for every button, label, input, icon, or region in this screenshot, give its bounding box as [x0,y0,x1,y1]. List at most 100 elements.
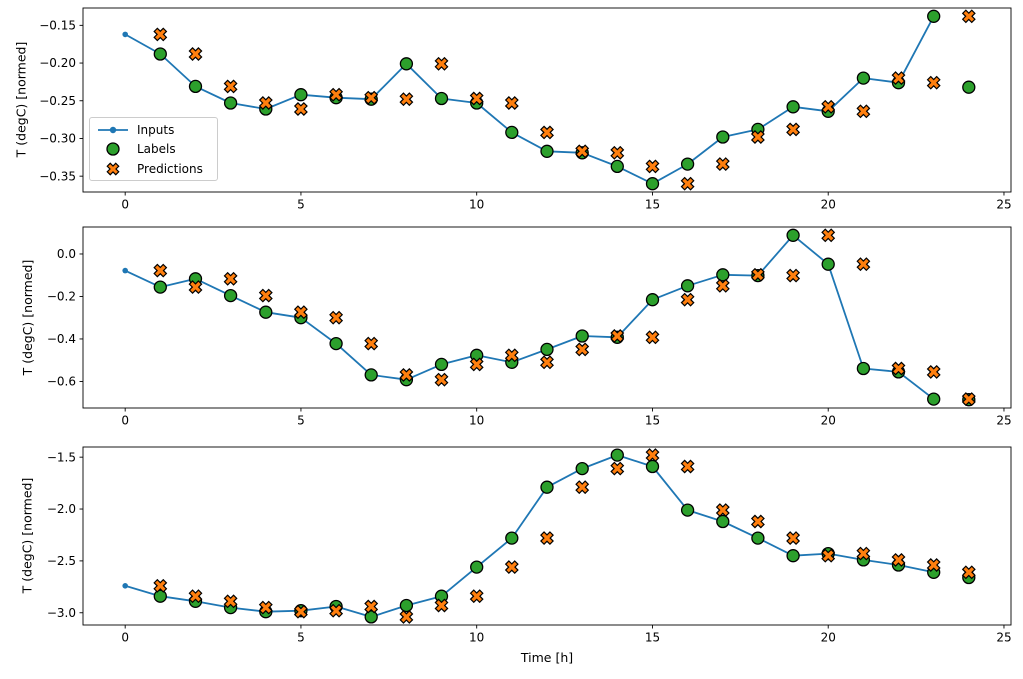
legend-item-predictions: Predictions [96,161,217,177]
y-tick-label: 0.0 [57,247,76,261]
x-tick-label: 0 [121,631,129,645]
labels-point [153,47,167,61]
y-tick-label: −0.30 [39,132,76,146]
labels-point [821,257,835,271]
predictions-point [329,87,344,102]
x-axis-ticks: 0 5 10 15 20 25 [121,408,1012,428]
subplot-3: 0 5 10 15 20 25 −1.5 −2.0 −2.5 −3.0 [47,446,1012,645]
labels-point [505,531,519,545]
predictions-point [469,91,484,106]
inputs-line [124,15,935,185]
predictions-point [364,599,379,614]
labels-point [786,100,800,114]
predictions-point [504,96,519,110]
labels-point [540,144,554,158]
labels-point [716,130,730,144]
labels-point [399,598,414,613]
y-axis-label-bottom: T (degC) [normed] [19,477,35,594]
labels-point [645,177,660,191]
x-tick-label: 5 [297,198,305,212]
predictions-point [750,130,765,144]
labels-point [223,288,238,303]
predictions-point [856,257,871,272]
predictions-point [223,79,238,94]
labels-point [680,279,695,293]
predictions-point [610,329,625,343]
labels-point [575,329,589,343]
x-tick-label: 15 [645,414,660,428]
predictions-point [891,552,906,567]
y-axis-label-top: T (degC) [normed] [13,41,29,158]
labels-point [716,268,730,282]
predictions-point [575,342,590,357]
predictions-point [821,548,836,563]
legend-item-inputs: Inputs [96,122,217,138]
predictions-point [434,56,449,71]
x-tick-label: 10 [469,414,484,428]
predictions-point [399,367,414,382]
y-tick-label: −0.15 [39,19,76,33]
legend-label-predictions: Predictions [137,161,203,176]
legend-item-labels: Labels [96,141,217,157]
predictions-point [540,125,554,140]
predictions-point [293,604,308,619]
predictions-point [680,292,695,307]
legend-label-labels: Labels [137,142,176,156]
labels-point [434,91,449,106]
labels-point [540,342,554,357]
predictions-series [153,9,976,191]
y-axis-ticks: 0.0 −0.2 −0.4 −0.6 [47,247,83,389]
labels-series [153,228,976,407]
labels-point [751,531,765,545]
predictions-point [961,9,976,24]
predictions-point [926,558,941,572]
predictions-point [961,565,976,580]
inputs-line-icon [98,126,128,133]
labels-point [470,560,484,574]
predictions-point [821,228,836,243]
labels-point [188,79,203,94]
y-tick-label: −2.0 [47,502,76,516]
predictions-point [364,90,379,105]
predictions-point [856,546,871,561]
predictions-point [645,448,660,463]
labels-series [153,9,976,191]
subplot-1: 0 5 10 15 20 25 −0.15 −0.20 −0.25 −0.30 −0.35 [39,7,1012,212]
predictions-point [329,603,344,618]
x-tick-label: 25 [996,414,1011,428]
predictions-point [926,75,941,90]
predictions-point [469,357,484,372]
predictions-point [715,278,730,293]
labels-point [680,157,695,171]
axes-frame [82,226,1012,409]
labels-point [153,589,167,603]
x-tick-label: 0 [121,198,129,212]
predictions-point [715,157,730,172]
inputs-series [122,232,937,402]
predictions-point [680,176,695,191]
inputs-point [122,583,128,589]
axes-frame [82,446,1012,626]
labels-point [223,96,238,110]
labels-point [786,549,800,563]
labels-point [786,228,800,242]
labels-point [927,9,941,23]
predictions-x-icon [106,161,120,176]
x-tick-label: 20 [821,198,836,212]
x-axis-ticks: 0 5 10 15 20 25 [121,625,1012,645]
predictions-point [821,99,836,114]
subplot-2: 0 5 10 15 20 25 0.0 −0.2 −0.4 −0.6 [47,226,1012,428]
x-axis-ticks: 0 5 10 15 20 25 [121,192,1012,212]
predictions-point [469,589,484,604]
inputs-line [124,234,935,400]
x-tick-label: 20 [821,414,836,428]
inputs-series [122,13,937,187]
y-tick-label: −0.20 [39,56,76,70]
predictions-point [610,461,625,476]
predictions-point [891,71,906,86]
labels-point [610,159,624,174]
labels-point [856,71,871,85]
labels-point [434,357,449,372]
